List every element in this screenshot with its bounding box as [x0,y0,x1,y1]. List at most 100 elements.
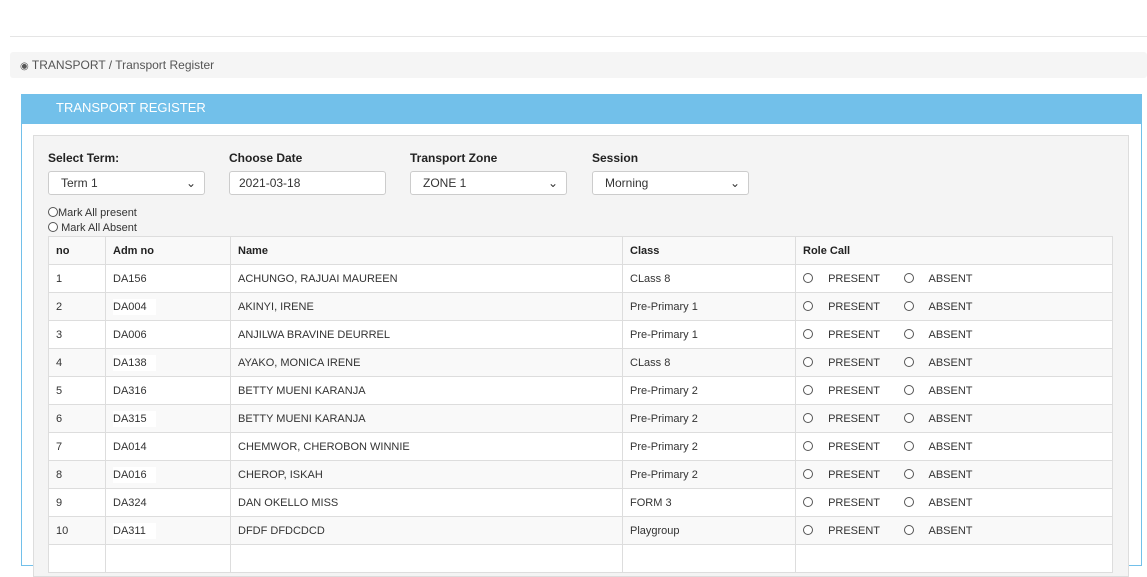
cell-name: AYAKO, MONICA IRENE [230,348,623,377]
session-select[interactable]: Morning ⌄ [592,171,749,195]
radio-icon[interactable] [904,384,915,395]
panel-title: TRANSPORT REGISTER [22,95,1141,124]
radio-icon[interactable] [904,328,915,339]
cell-adm: DA316 [105,376,231,405]
mark-all-absent[interactable]: Mark All Absent [48,222,137,234]
absent-option[interactable]: ABSENT [904,300,984,313]
present-option[interactable]: PRESENT [803,440,892,453]
cell-name: ANJILWA BRAVINE DEURREL [230,320,623,349]
adm-no: DA316 [113,382,156,399]
cell-no: 3 [48,320,106,349]
cell-adm [105,544,231,573]
adm-no: DA315 [113,410,156,427]
radio-icon[interactable] [904,496,915,507]
absent-label: ABSENT [928,412,973,425]
cell-name: ACHUNGO, RAJUAI MAUREEN [230,264,623,293]
radio-icon[interactable] [803,272,813,283]
adm-no: DA016 [113,466,156,483]
adm-no: DA014 [113,438,156,455]
radio-icon[interactable] [803,440,813,451]
radio-icon[interactable] [803,328,813,339]
adm-no: DA311 [113,522,156,539]
radio-icon[interactable] [904,524,915,535]
present-option[interactable]: PRESENT [803,272,892,285]
absent-option[interactable]: ABSENT [904,496,984,509]
absent-option[interactable]: ABSENT [904,524,984,537]
cell-role-call: PRESENT ABSENT [795,320,1113,349]
radio-icon[interactable] [48,222,58,232]
present-label: PRESENT [828,524,881,537]
absent-option[interactable]: ABSENT [904,356,984,369]
present-option[interactable]: PRESENT [803,412,892,425]
chevron-down-icon: ⌄ [729,176,740,190]
zone-group: Transport Zone ZONE 1 ⌄ [410,151,567,195]
present-label: PRESENT [828,412,881,425]
absent-label: ABSENT [928,272,973,285]
mark-all-present-label: Mark All present [58,207,137,219]
table-header: no Adm no Name Class Role Call [48,236,1113,265]
present-option[interactable]: PRESENT [803,468,892,481]
radio-icon[interactable] [48,207,58,217]
present-label: PRESENT [828,440,881,453]
present-option[interactable]: PRESENT [803,384,892,397]
absent-option[interactable]: ABSENT [904,412,984,425]
date-input[interactable]: 2021-03-18 [229,171,386,195]
radio-icon[interactable] [803,356,813,367]
zone-select[interactable]: ZONE 1 ⌄ [410,171,567,195]
absent-label: ABSENT [928,440,973,453]
cell-name [230,544,623,573]
term-label: Select Term: [48,151,120,165]
present-option[interactable]: PRESENT [803,300,892,313]
radio-icon[interactable] [803,496,813,507]
radio-icon[interactable] [803,412,813,423]
present-option[interactable]: PRESENT [803,356,892,369]
cell-role-call: PRESENT ABSENT [795,376,1113,405]
radio-icon[interactable] [904,300,915,311]
radio-icon[interactable] [803,524,813,535]
cell-no: 1 [48,264,106,293]
breadcrumb-section[interactable]: TRANSPORT [31,58,106,72]
cell-class: Pre-Primary 1 [622,320,796,349]
cell-adm: DA016 [105,460,231,489]
radio-icon[interactable] [803,384,813,395]
present-option[interactable]: PRESENT [803,328,892,341]
present-label: PRESENT [828,328,881,341]
radio-icon[interactable] [904,468,915,479]
cell-adm: DA315 [105,404,231,433]
present-option[interactable]: PRESENT [803,524,892,537]
radio-icon[interactable] [803,468,813,479]
absent-option[interactable]: ABSENT [904,384,984,397]
absent-option[interactable]: ABSENT [904,468,984,481]
radio-icon[interactable] [904,272,915,283]
table-row: 1 DA156 ACHUNGO, RAJUAI MAUREEN CLass 8 … [48,264,1113,293]
radio-icon[interactable] [803,300,813,311]
radio-icon[interactable] [904,412,915,423]
cell-role-call: PRESENT ABSENT [795,516,1113,545]
table-row: 6 DA315 BETTY MUENI KARANJA Pre-Primary … [48,404,1113,433]
absent-option[interactable]: ABSENT [904,440,984,453]
term-select[interactable]: Term 1 ⌄ [48,171,205,195]
cell-adm: DA004 [105,292,231,321]
absent-label: ABSENT [928,524,973,537]
cell-name: AKINYI, IRENE [230,292,623,321]
adm-no: DA006 [113,326,156,343]
radio-icon[interactable] [904,356,915,367]
mark-all-present[interactable]: Mark All present [48,207,137,219]
adm-no: DA138 [113,354,156,371]
absent-label: ABSENT [928,384,973,397]
cell-role-call: PRESENT ABSENT [795,488,1113,517]
absent-option[interactable]: ABSENT [904,272,984,285]
absent-label: ABSENT [928,496,973,509]
present-option[interactable]: PRESENT [803,496,892,509]
radio-icon[interactable] [904,440,915,451]
table-row: 4 DA138 AYAKO, MONICA IRENE CLass 8 PRES… [48,348,1113,377]
cell-role-call: PRESENT ABSENT [795,292,1113,321]
cell-adm: DA006 [105,320,231,349]
table-row: 7 DA014 CHEMWOR, CHEROBON WINNIE Pre-Pri… [48,432,1113,461]
absent-label: ABSENT [928,300,973,313]
absent-option[interactable]: ABSENT [904,328,984,341]
dashboard-icon: ◉ [20,61,29,72]
mark-all-absent-label: Mark All Absent [61,222,137,234]
chevron-down-icon: ⌄ [185,176,196,190]
session-label: Session [592,151,639,165]
